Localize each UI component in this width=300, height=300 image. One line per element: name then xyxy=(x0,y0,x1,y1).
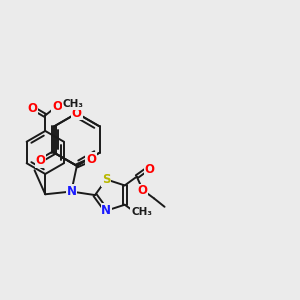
Text: O: O xyxy=(52,100,62,113)
Text: O: O xyxy=(36,154,46,167)
Text: O: O xyxy=(145,163,154,176)
Text: O: O xyxy=(86,153,96,166)
Text: O: O xyxy=(27,102,38,116)
Text: CH₃: CH₃ xyxy=(62,99,83,109)
Text: N: N xyxy=(66,185,76,198)
Text: O: O xyxy=(138,184,148,197)
Text: O: O xyxy=(72,107,82,120)
Text: CH₃: CH₃ xyxy=(131,207,152,217)
Text: N: N xyxy=(101,204,111,217)
Text: S: S xyxy=(102,173,111,186)
